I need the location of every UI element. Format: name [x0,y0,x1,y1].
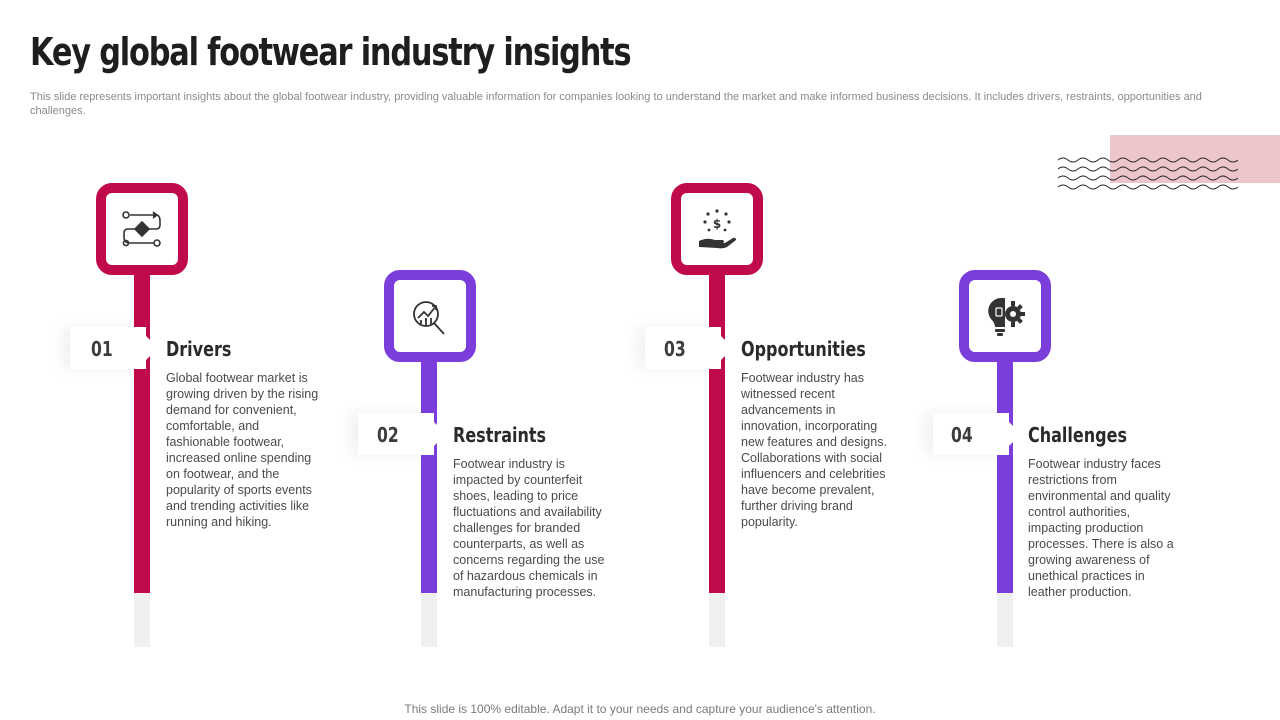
hand-dollar-icon: $ [699,209,736,249]
insight-heading: Opportunities [741,337,866,361]
insight-heading: Drivers [166,337,232,361]
insight-number: 04 [951,423,973,447]
timeline-stem [134,270,150,593]
timeline-stem-base [421,593,437,647]
decorative-pink-rectangle [1110,135,1280,183]
timeline-stem-base [709,593,725,647]
number-tab [70,327,158,369]
insight-number: 03 [664,337,686,361]
slide-subtitle: This slide represents important insights… [30,91,1202,117]
insight-text: Footwear industry faces restrictions fro… [1028,457,1174,599]
svg-text:$: $ [713,217,721,231]
timeline-stem-base [134,593,150,647]
decorative-waves [1058,157,1238,190]
timeline-stem-base [997,593,1013,647]
number-tab [645,327,733,369]
icon-frame: $ [671,183,763,275]
insight-number: 02 [377,423,399,447]
lightbulb-gear-icon [988,298,1025,336]
slide-footer: This slide is 100% editable. Adapt it to… [404,702,876,716]
insight-text: Global footwear market is growing driven… [166,371,319,529]
icon-frame [384,270,476,362]
magnifier-chart-icon [413,301,445,335]
timeline-stem [709,270,725,593]
icon-frame [96,183,188,275]
number-tab [358,413,446,455]
insight-heading: Restraints [453,423,547,447]
insight-number: 01 [91,337,113,361]
timeline-stem [421,356,437,593]
insight-text: Footwear industry has witnessed recent a… [741,371,887,529]
flowchart-icon [122,211,161,247]
icon-frame [959,270,1051,362]
insight-heading: Challenges [1028,423,1127,447]
slide-title: Key global footwear industry insights [30,30,632,74]
number-tab [933,413,1021,455]
insight-text: Footwear industry is impacted by counter… [453,457,605,599]
timeline-stem [997,356,1013,593]
